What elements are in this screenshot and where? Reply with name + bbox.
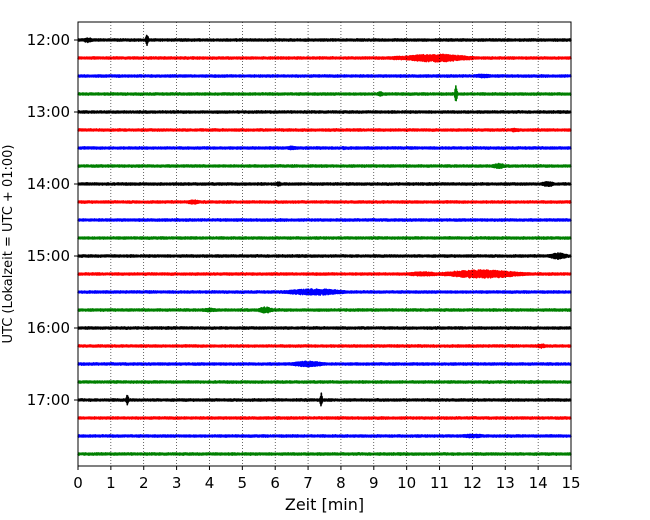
x-tick-label: 1	[106, 474, 116, 492]
traces-layer	[77, 34, 572, 456]
trace-line	[77, 145, 572, 151]
trace-line	[77, 127, 572, 133]
trace-line	[77, 433, 572, 439]
trace-line	[77, 85, 572, 102]
trace-line	[77, 392, 572, 407]
x-tick-label: 7	[303, 474, 313, 492]
trace-line	[77, 360, 572, 368]
x-tick-label: 0	[73, 474, 83, 492]
trace-line	[77, 162, 572, 170]
grid-layer	[110, 22, 539, 466]
x-tick-label: 5	[238, 474, 248, 492]
trace-line	[77, 252, 572, 260]
x-tick-label: 10	[397, 474, 416, 492]
trace-line	[77, 380, 572, 384]
y-tick-label: 16:00	[27, 319, 70, 337]
x-tick-label: 2	[139, 474, 149, 492]
y-tick-label: 12:00	[27, 31, 70, 49]
x-tick-label: 4	[205, 474, 215, 492]
trace-line	[77, 269, 572, 279]
trace-line	[77, 288, 572, 296]
trace-line	[77, 73, 572, 79]
x-tick-label: 11	[430, 474, 449, 492]
x-tick-label: 6	[270, 474, 280, 492]
y-axis: 12:00 13:00 14:00 15:00 16:00 17:00	[27, 31, 78, 409]
trace-line	[77, 53, 572, 63]
trace-line	[77, 110, 572, 114]
x-axis: 0 1 2 3 4 5 6 7 8 9 10 11 12 13 14 15	[73, 466, 581, 492]
x-axis-label: Zeit [min]	[285, 495, 364, 514]
trace-line	[77, 306, 572, 314]
trace-line	[77, 199, 572, 205]
trace-line	[77, 343, 572, 349]
y-tick-label: 13:00	[27, 103, 70, 121]
x-tick-label: 13	[496, 474, 515, 492]
plot-frame	[77, 21, 572, 467]
trace-line	[77, 326, 572, 330]
x-tick-label: 9	[369, 474, 379, 492]
y-axis-label: UTC (Lokalzeit = UTC + 01:00)	[1, 145, 16, 344]
y-tick-label: 14:00	[27, 175, 70, 193]
x-tick-label: 15	[561, 474, 580, 492]
trace-line	[77, 452, 572, 456]
trace-line	[77, 416, 572, 420]
y-tick-label: 17:00	[27, 391, 70, 409]
x-tick-label: 3	[172, 474, 182, 492]
y-tick-label: 15:00	[27, 247, 70, 265]
trace-line	[77, 181, 572, 188]
trace-line	[77, 34, 572, 46]
x-tick-label: 14	[529, 474, 548, 492]
x-tick-label: 8	[336, 474, 346, 492]
x-tick-label: 12	[463, 474, 482, 492]
trace-line	[77, 236, 572, 240]
trace-line	[77, 218, 572, 222]
